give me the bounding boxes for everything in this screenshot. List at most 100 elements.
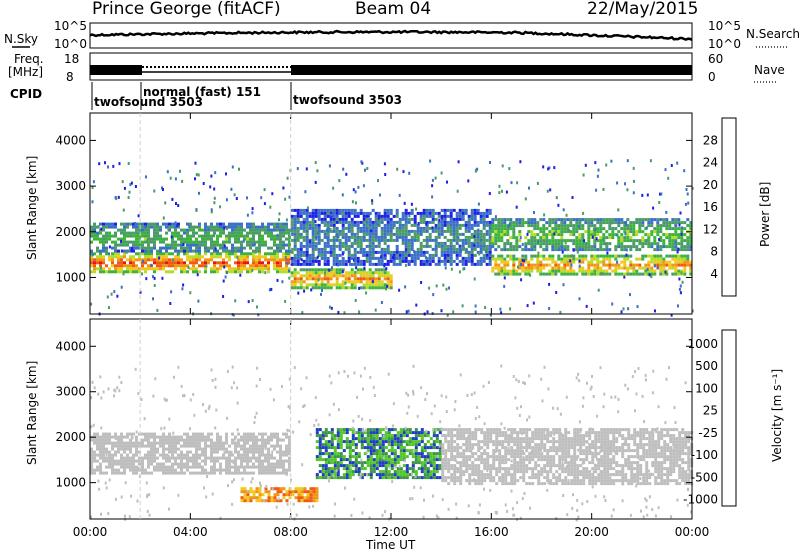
data-cell (365, 229, 369, 233)
data-cell (296, 280, 300, 284)
data-cell (599, 239, 603, 243)
data-cell (664, 168, 667, 172)
data-cell (324, 467, 328, 471)
data-cell (659, 254, 663, 258)
data-cell (450, 437, 454, 441)
data-cell (585, 304, 588, 308)
data-cell (111, 270, 114, 274)
data-cell (225, 252, 228, 256)
data-cell (216, 225, 219, 229)
data-cell (192, 432, 195, 436)
data-cell (288, 246, 291, 250)
data-cell (222, 468, 225, 472)
data-cell (235, 197, 238, 200)
data-cell (323, 208, 327, 212)
data-cell (395, 214, 399, 218)
data-cell (99, 222, 102, 226)
data-cell (404, 226, 408, 230)
data-cell (374, 244, 378, 248)
data-cell (419, 214, 423, 218)
data-cell (189, 258, 192, 262)
data-cell (255, 444, 258, 448)
data-cell (372, 470, 376, 474)
data-cell (276, 249, 279, 253)
data-cell (344, 262, 348, 266)
data-cell (653, 230, 657, 234)
data-cell (378, 461, 382, 465)
data-cell (99, 462, 102, 466)
data-cell (129, 267, 132, 271)
data-cell (633, 179, 635, 183)
data-cell (593, 236, 597, 240)
data-cell (683, 257, 687, 261)
data-cell (587, 224, 591, 228)
data-cell (404, 232, 408, 236)
data-cell (252, 444, 255, 448)
data-cell (584, 269, 588, 273)
data-cell (389, 220, 393, 224)
data-cell (138, 459, 141, 463)
data-cell (162, 188, 164, 191)
data-cell (348, 464, 352, 468)
data-cell (285, 222, 288, 226)
data-cell (261, 438, 264, 442)
data-cell (455, 253, 459, 257)
data-cell (174, 456, 177, 460)
data-cell (566, 254, 570, 258)
data-cell (393, 449, 397, 453)
data-cell (90, 302, 93, 306)
data-cell (243, 234, 246, 238)
data-cell (671, 248, 675, 252)
data-cell (171, 471, 174, 475)
data-cell (99, 450, 102, 454)
data-cell (189, 435, 192, 439)
data-cell (526, 304, 529, 308)
data-cell (240, 459, 243, 463)
data-cell (120, 453, 123, 457)
data-cell (317, 262, 321, 266)
data-cell (656, 254, 660, 258)
data-cell (456, 455, 460, 459)
data-cell (632, 166, 635, 170)
data-cell (312, 490, 316, 494)
data-cell (683, 245, 687, 249)
data-cell (228, 255, 231, 259)
data-cell (414, 446, 418, 450)
cpid-label: CPID (10, 87, 42, 101)
data-cell (255, 240, 258, 244)
data-cell (458, 253, 462, 257)
data-cell (159, 249, 162, 253)
data-cell (401, 256, 405, 260)
data-cell (461, 208, 465, 212)
data-cell (467, 229, 471, 233)
data-cell (456, 449, 460, 453)
data-cell (590, 230, 594, 234)
data-cell (102, 432, 105, 436)
data-cell (135, 252, 138, 256)
data-cell (228, 465, 231, 469)
data-cell (617, 266, 621, 270)
data-cell (422, 229, 426, 233)
data-cell (276, 252, 279, 256)
data-cell (105, 447, 108, 451)
data-cell (635, 269, 639, 273)
data-cell (216, 243, 219, 247)
data-cell (197, 173, 200, 177)
data-cell (207, 438, 210, 442)
data-cell (423, 431, 427, 435)
data-cell (368, 223, 372, 227)
data-cell (171, 264, 174, 268)
data-cell (192, 258, 195, 262)
data-cell (689, 233, 693, 237)
data-cell (395, 244, 399, 248)
data-cell (219, 243, 222, 247)
data-cell (548, 263, 552, 267)
data-cell (474, 310, 477, 314)
data-cell (416, 232, 420, 236)
data-cell (671, 233, 675, 237)
data-cell (255, 441, 258, 445)
data-cell (207, 249, 210, 253)
data-cell (299, 280, 303, 284)
data-cell (357, 470, 361, 474)
data-cell (270, 435, 273, 439)
